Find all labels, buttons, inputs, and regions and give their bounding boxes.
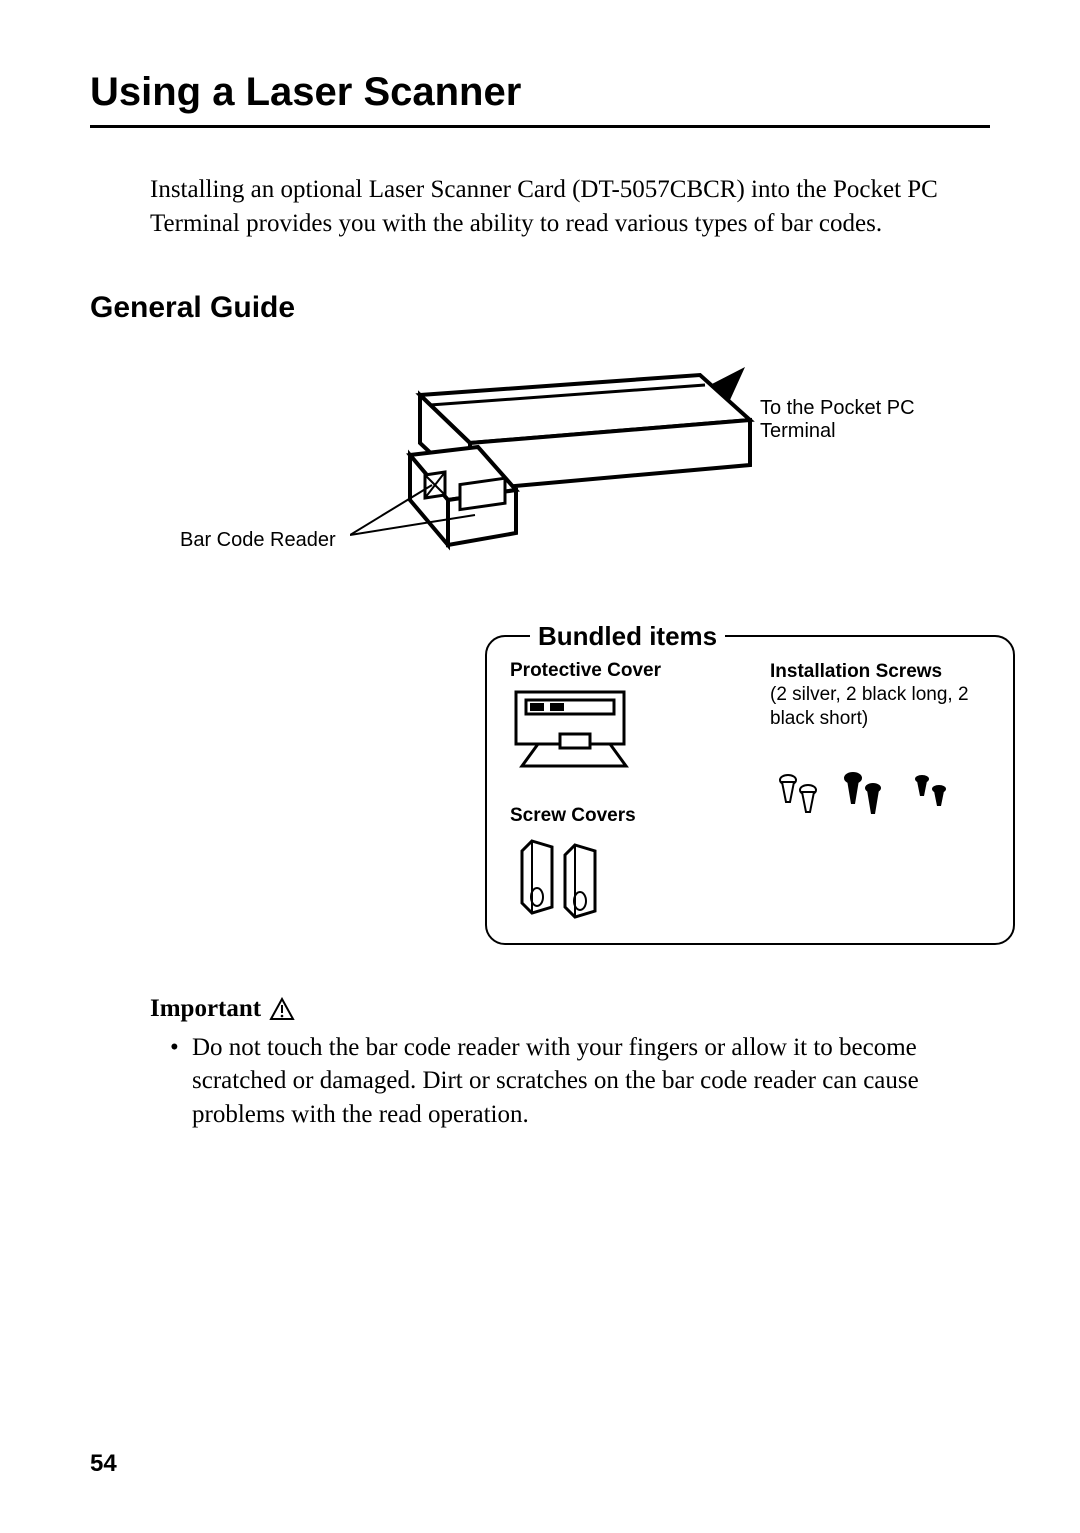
title-wrap: Using a Laser Scanner	[90, 70, 990, 128]
installation-screws-label: Installation Screws	[770, 660, 1000, 684]
installation-screws-detail: (2 silver, 2 black long, 2 black short)	[770, 683, 1000, 731]
bundled-items-title: Bundled items	[530, 621, 725, 652]
important-label: Important	[150, 995, 261, 1023]
screw-covers-icon	[510, 831, 620, 931]
page-number: 54	[90, 1450, 117, 1478]
bullet-dot-icon: •	[170, 1031, 192, 1132]
page-title: Using a Laser Scanner	[90, 70, 990, 115]
scanner-card-diagram	[350, 355, 770, 585]
screws-icon	[770, 766, 970, 826]
protective-cover-icon	[510, 686, 640, 771]
protective-cover-label: Protective Cover	[510, 660, 661, 682]
manual-page: Using a Laser Scanner Installing an opti…	[0, 0, 1080, 1533]
important-bullet: • Do not touch the bar code reader with …	[170, 1031, 990, 1132]
screw-covers-label: Screw Covers	[510, 805, 636, 827]
section-heading: General Guide	[90, 291, 990, 325]
important-line: Important	[150, 995, 990, 1023]
label-bar-code-reader: Bar Code Reader	[180, 529, 336, 552]
bundled-installation-screws: Installation Screws (2 silver, 2 black l…	[770, 660, 1000, 833]
bundled-screw-covers: Screw Covers	[510, 805, 636, 937]
intro-paragraph: Installing an optional Laser Scanner Car…	[150, 173, 990, 241]
scanner-diagram-area: Bar Code Reader To the Pocket PC Termina…	[90, 355, 990, 625]
bundled-protective-cover: Protective Cover	[510, 660, 661, 777]
bundled-items-area: Bundled items Protective Cover Installat…	[90, 635, 990, 965]
label-to-terminal: To the Pocket PC Terminal	[760, 397, 990, 443]
warning-triangle-icon	[269, 997, 295, 1021]
important-bullet-text: Do not touch the bar code reader with yo…	[192, 1031, 990, 1132]
